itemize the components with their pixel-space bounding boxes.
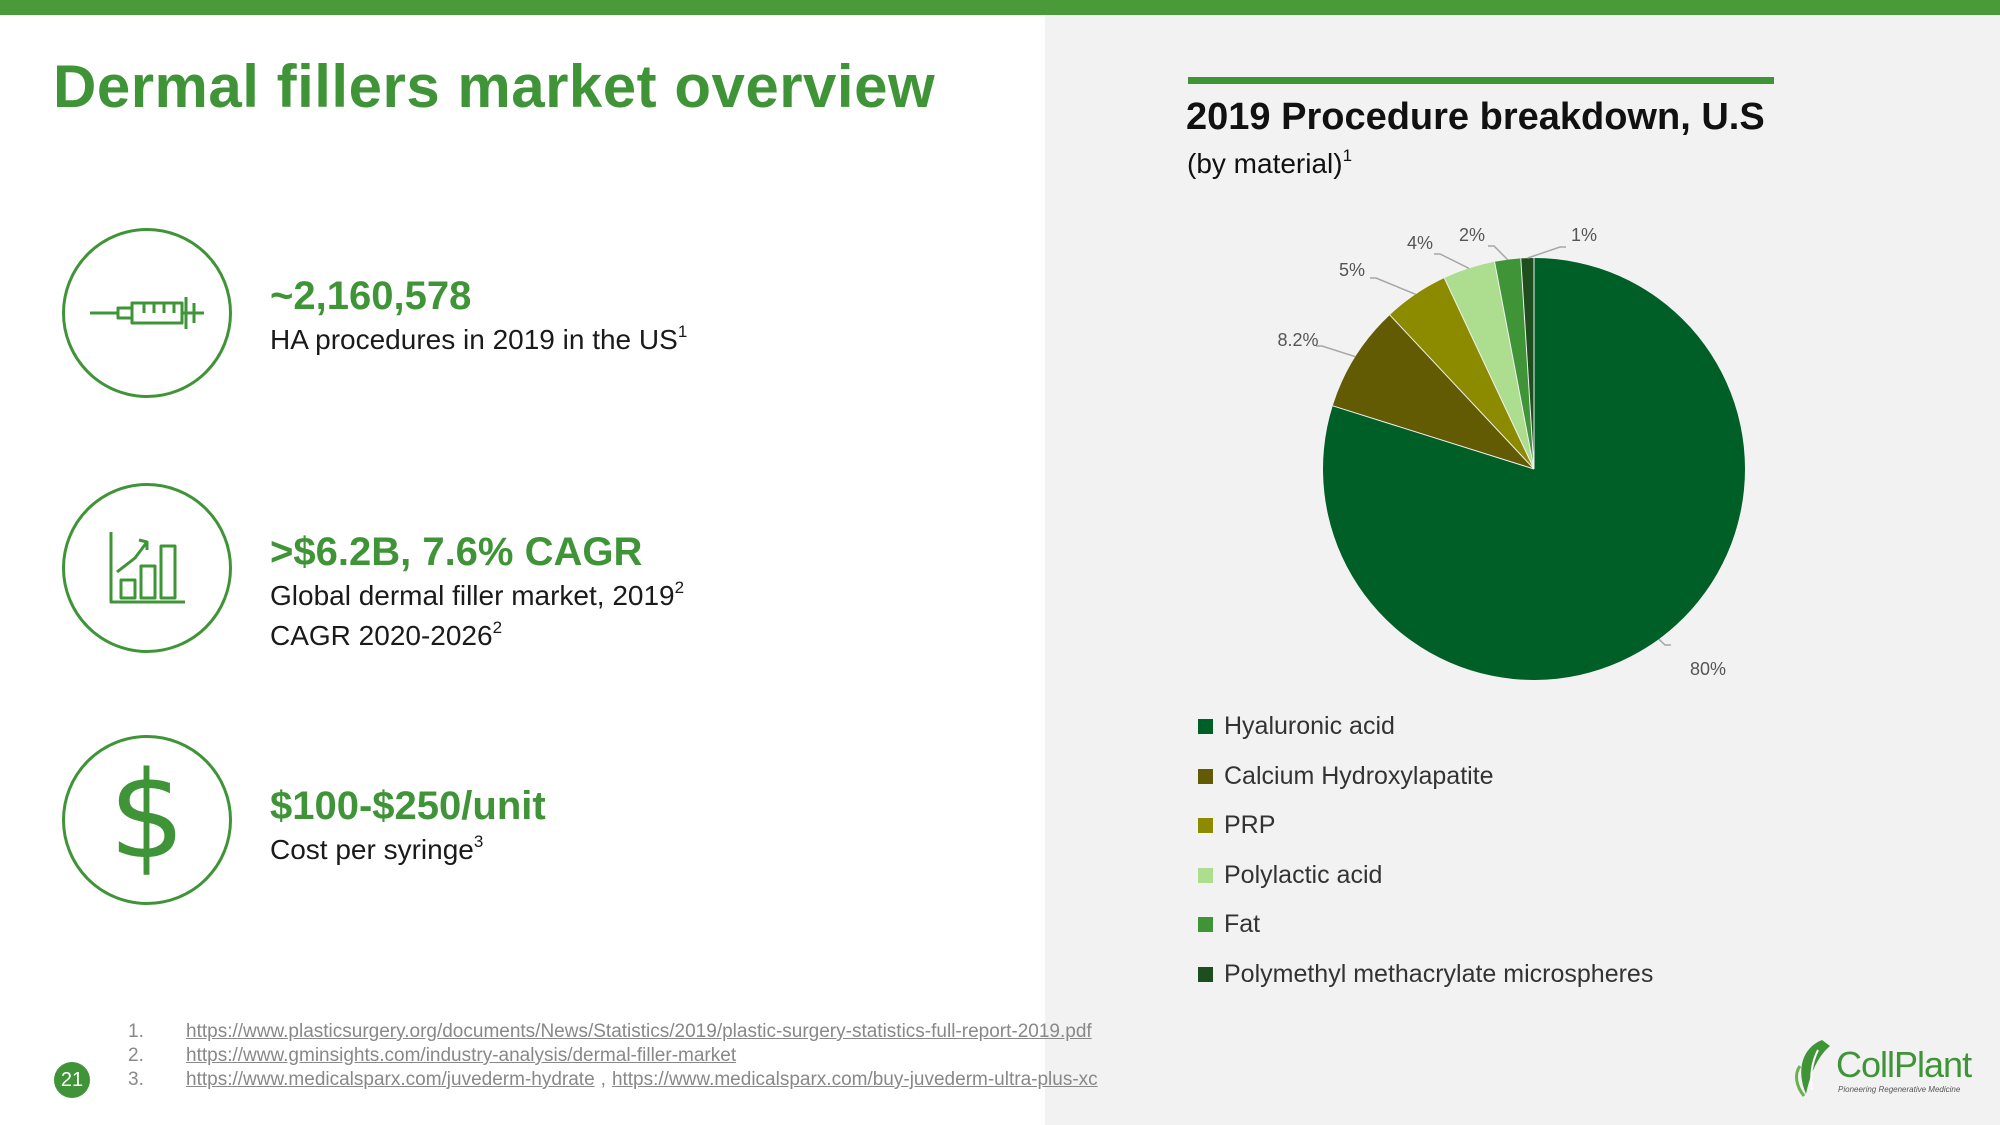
logo-tagline: Pioneering Regenerative Medicine: [1838, 1085, 1961, 1094]
legend-label: Calcium Hydroxylapatite: [1224, 761, 1494, 790]
footnotes: 1. https://www.plasticsurgery.org/documen…: [128, 1020, 1098, 1092]
chart-legend: Hyaluronic acid Calcium Hydroxylapatite PR…: [1198, 702, 1653, 999]
legend-item: PRP: [1198, 801, 1653, 851]
bar-chart-growth-icon: [109, 532, 185, 604]
footnote-link[interactable]: https://www.plasticsurgery.org/documents…: [186, 1021, 1092, 1042]
bar-chart-icon-circle: [62, 483, 232, 653]
legend-label: Fat: [1224, 910, 1261, 939]
footnote-ref: 1: [1342, 145, 1353, 165]
stat-description: Global dermal filler market, 20192: [270, 576, 684, 616]
chart-title: 2019 Procedure breakdown, U.S: [1186, 96, 1765, 138]
legend-label: Polymethyl methacrylate microspheres: [1224, 959, 1654, 988]
legend-label: Polylactic acid: [1224, 860, 1383, 889]
footnote-link[interactable]: https://www.medicalsparx.com/buy-juveder…: [611, 1069, 1098, 1090]
stat-description: Cost per syringe3: [270, 830, 546, 870]
stat-value: >$6.2B, 7.6% CAGR: [270, 530, 643, 574]
footnote-number: 1.: [128, 1021, 144, 1042]
chart-title-rule: [1188, 77, 1774, 84]
stat-description-text: CAGR 2020-2026: [270, 620, 493, 651]
legend-item: Fat: [1198, 900, 1653, 950]
legend-swatch: [1198, 917, 1213, 933]
stat-description: HA procedures in 2019 in the US1: [270, 320, 687, 360]
syringe-icon: [90, 297, 204, 329]
legend-item: Hyaluronic acid: [1198, 702, 1653, 752]
stat-value: ~2,160,578: [270, 274, 472, 318]
footnote: 1. https://www.plasticsurgery.org/documen…: [128, 1020, 1098, 1044]
footnote-ref: 1: [677, 321, 688, 341]
stat-description-text: Cost per syringe: [270, 834, 474, 865]
stat-description-text: Global dermal filler market, 2019: [270, 580, 675, 611]
page-title: Dermal fillers market overview: [53, 53, 936, 120]
leaf-logo-icon: [1795, 1040, 1830, 1097]
footnote: 2. https://www.gminsights.com/industry-an…: [128, 1044, 1098, 1068]
footnote-link[interactable]: https://www.medicalsparx.com/juvederm-hy…: [186, 1069, 595, 1090]
footnote: 3. https://www.medicalsparx.com/juvederm-…: [128, 1068, 1098, 1092]
footnote-ref: 3: [473, 831, 484, 851]
legend-swatch: [1198, 966, 1213, 982]
chart-subtitle: (by material)1: [1187, 145, 1353, 180]
chart-subtitle-text: (by material): [1187, 148, 1343, 179]
legend-swatch: [1198, 768, 1213, 784]
footnote-ref: 2: [492, 617, 503, 637]
stat-description-2: CAGR 2020-20262: [270, 616, 684, 656]
footnote-number: 3.: [128, 1069, 144, 1090]
legend-label: PRP: [1224, 811, 1276, 840]
footnote-number: 2.: [128, 1045, 144, 1066]
legend-swatch: [1198, 818, 1213, 834]
stat-market-size: >$6.2B, 7.6% CAGR Global dermal filler m…: [270, 528, 684, 656]
dollar-icon-circle: $: [62, 735, 232, 905]
legend-item: Polymethyl methacrylate microspheres: [1198, 950, 1653, 1000]
legend-item: Calcium Hydroxylapatite: [1198, 752, 1653, 802]
collplant-logo: CollPlant Pioneering Regenerative Medici…: [1792, 1036, 1972, 1100]
stat-ha-procedures: ~2,160,578 HA procedures in 2019 in the …: [270, 272, 687, 360]
top-accent-bar: [0, 0, 2000, 15]
footnote-ref: 2: [674, 577, 685, 597]
legend-label: Hyaluronic acid: [1224, 712, 1395, 741]
stat-value: $100-$250/unit: [270, 784, 546, 828]
logo-name: CollPlant: [1836, 1044, 1972, 1085]
footnote-separator: ,: [600, 1069, 606, 1090]
dollar-icon: $: [108, 747, 186, 886]
footnote-link[interactable]: https://www.gminsights.com/industry-anal…: [186, 1045, 737, 1066]
legend-item: Polylactic acid: [1198, 851, 1653, 901]
legend-swatch: [1198, 867, 1213, 883]
page-number: 21: [54, 1062, 90, 1098]
syringe-icon-circle: [62, 228, 232, 398]
stat-cost-per-syringe: $100-$250/unit Cost per syringe3: [270, 782, 546, 870]
stat-description-text: HA procedures in 2019 in the US: [270, 324, 678, 355]
legend-swatch: [1198, 719, 1213, 735]
